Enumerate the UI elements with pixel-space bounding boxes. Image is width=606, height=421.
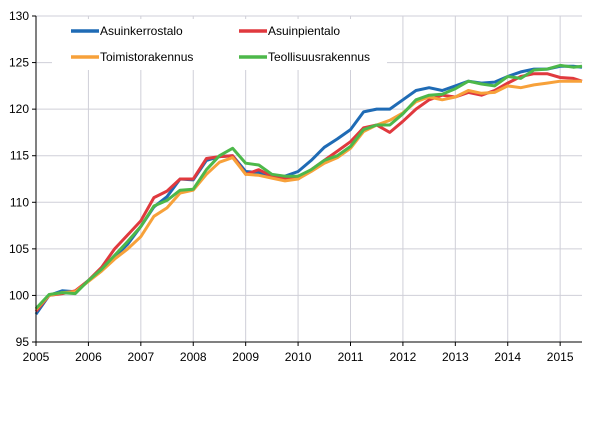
y-tick-label: 130 — [9, 9, 29, 23]
legend-label: Toimistorakennus — [100, 50, 193, 64]
legend-item-asuinkerrostalo: Asuinkerrostalo — [71, 24, 183, 38]
y-tick-label: 125 — [9, 56, 29, 70]
x-tick-label: 2013 — [442, 350, 469, 364]
legend-item-toimistorakennus: Toimistorakennus — [71, 50, 193, 64]
x-tick-label: 2014 — [494, 350, 521, 364]
x-tick-label: 2011 — [338, 350, 364, 364]
legend-item-teollisuusrakennus: Teollisuusrakennus — [239, 50, 370, 64]
series-line-asuinkerrostalo — [34, 64, 583, 315]
y-tick-label: 105 — [9, 242, 29, 256]
series-line-teollisuusrakennus — [34, 63, 583, 310]
legend-label: Teollisuusrakennus — [268, 50, 370, 64]
legend: Asuinkerrostalo Asuinpientalo Toimistora… — [71, 24, 370, 64]
x-tick-label: 2005 — [23, 350, 50, 364]
y-tick-label: 95 — [16, 335, 30, 349]
y-tick-label: 120 — [9, 102, 29, 116]
series-lines — [34, 63, 583, 315]
x-tick-label: 2009 — [232, 350, 259, 364]
x-tick-label: 2015 — [547, 350, 574, 364]
y-tick-label: 115 — [10, 149, 29, 163]
legend-item-asuinpientalo: Asuinpientalo — [239, 24, 340, 38]
x-tick-label: 2007 — [127, 350, 154, 364]
y-tick-label: 100 — [9, 288, 29, 302]
series-line-toimistorakennus — [34, 79, 582, 311]
x-tick-label: 2006 — [75, 350, 102, 364]
legend-background — [52, 19, 387, 70]
legend-label: Asuinpientalo — [268, 24, 340, 38]
legend-label: Asuinkerrostalo — [100, 24, 183, 38]
x-tick-label: 2010 — [285, 350, 312, 364]
x-tick-label: 2008 — [180, 350, 207, 364]
axes: 95 100 105 110 115 120 125 130 2005 2006 2007 2008 2… — [9, 9, 582, 364]
y-tick-label: 110 — [10, 195, 29, 209]
x-tick-label: 2012 — [390, 350, 417, 364]
